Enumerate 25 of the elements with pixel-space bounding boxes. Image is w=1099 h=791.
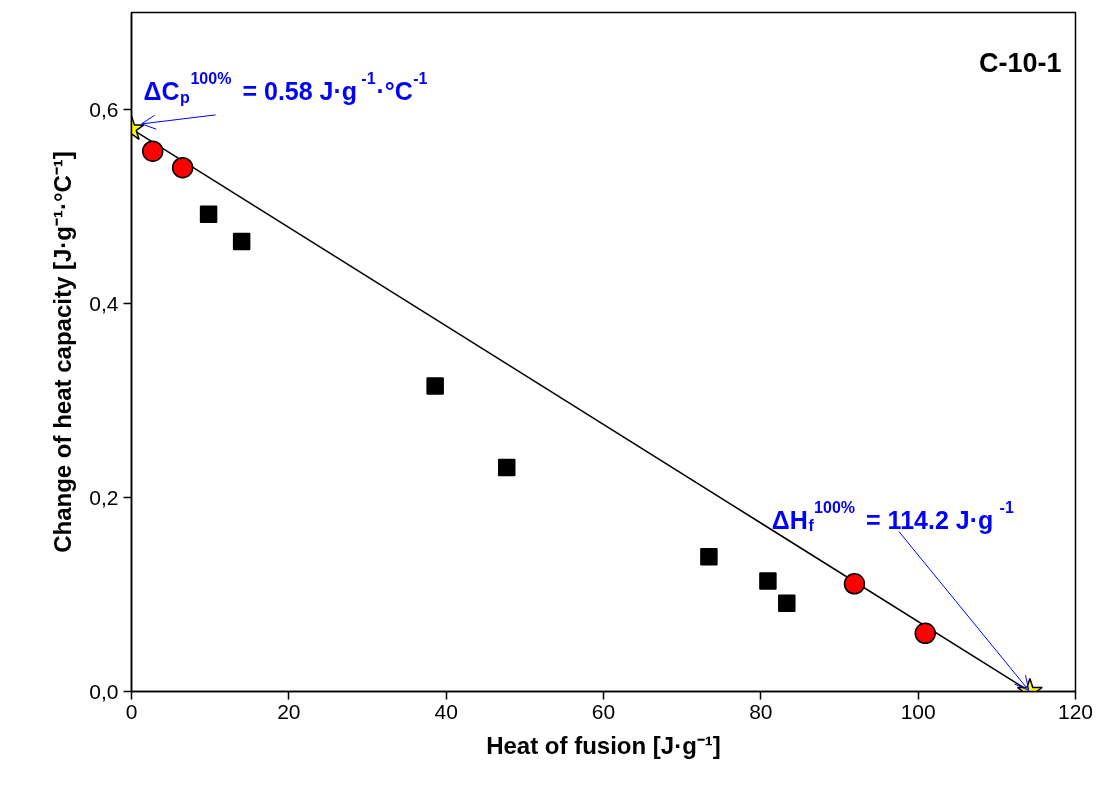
point: [914, 622, 936, 645]
y-axis-title: Change of heat capacity [J·g⁻¹·°C⁻¹]: [49, 151, 77, 553]
point: [232, 232, 251, 251]
y-tick-label: 0,0: [89, 679, 119, 703]
x-tick-label: 120: [1057, 699, 1094, 723]
x-tick-label: 0: [125, 699, 138, 723]
x-tick-label: 20: [277, 699, 301, 723]
point: [497, 458, 516, 477]
point: [759, 572, 777, 590]
x-tick-label: 60: [591, 699, 616, 723]
point: [171, 156, 194, 179]
point: [141, 140, 164, 162]
x-tick-label: 40: [434, 699, 458, 723]
y-tick-label: 0,4: [89, 291, 119, 315]
point: [700, 547, 718, 566]
x-tick-label: 80: [749, 699, 773, 723]
x-tick-label: 100: [900, 699, 936, 723]
y-tick-label: 0,2: [89, 485, 119, 509]
point: [426, 377, 444, 395]
y-tick-label: 0,6: [89, 97, 119, 121]
point: [843, 573, 866, 595]
point: [199, 205, 218, 224]
point: [778, 594, 796, 612]
x-axis-title: Heat of fusion [J·g⁻¹]: [486, 731, 721, 759]
annotation: C-10-1: [978, 47, 1062, 78]
